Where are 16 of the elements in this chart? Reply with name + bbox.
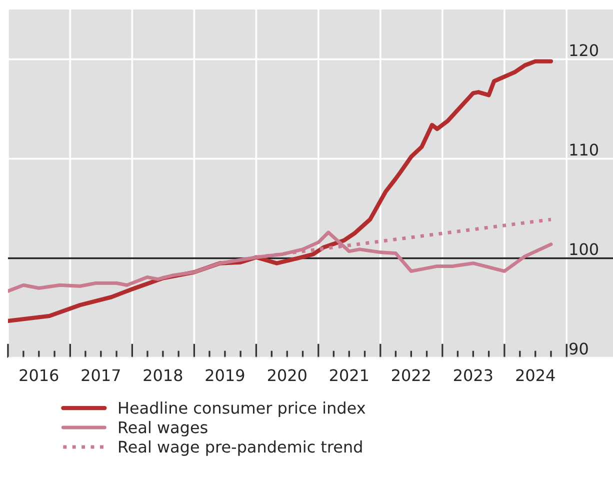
y-tick-label: 120 bbox=[570, 44, 598, 56]
legend-label: Headline consumer price index bbox=[119, 402, 366, 417]
y-tick-label: 110 bbox=[570, 144, 598, 156]
x-tick-label: 2019 bbox=[206, 369, 244, 382]
x-tick-label: 2021 bbox=[330, 369, 368, 382]
x-tick-label: 2018 bbox=[144, 369, 182, 382]
x-tick-label: 2024 bbox=[516, 369, 555, 382]
x-tick-label: 2017 bbox=[82, 369, 120, 382]
x-tick-label: 2020 bbox=[268, 369, 306, 382]
legend-label: Real wages bbox=[119, 420, 208, 436]
x-tick-label: 2022 bbox=[392, 369, 430, 382]
x-tick-label: 2023 bbox=[454, 369, 492, 382]
x-tick-label: 2016 bbox=[20, 369, 58, 382]
y-tick-label: 90 bbox=[570, 342, 588, 355]
legend-label: Real wage pre-pandemic trend bbox=[119, 440, 362, 456]
y-tick-label: 100 bbox=[570, 243, 598, 256]
